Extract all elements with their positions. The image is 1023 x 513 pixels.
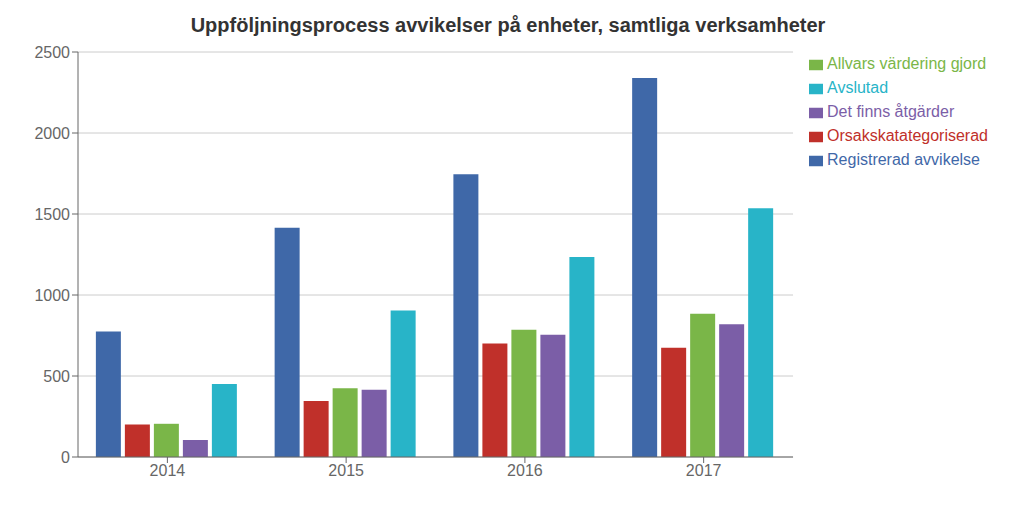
html-text:Orsakskatategoriserad: Orsakskatategoriserad — [827, 127, 988, 144]
svg-text:500: 500 — [43, 368, 70, 385]
svg-text:2016: 2016 — [507, 462, 543, 479]
svg-text:0: 0 — [61, 449, 70, 466]
svg-text:2015: 2015 — [328, 462, 364, 479]
svg-text:2500: 2500 — [34, 44, 70, 61]
html-text:Avslutad: Avslutad — [827, 79, 889, 96]
html-text:Det finns åtgärder: Det finns åtgärder — [827, 103, 955, 120]
html-text:Registrerad avvikelse: Registrerad avvikelse — [827, 151, 980, 168]
html-text:Allvars värdering gjord: Allvars värdering gjord — [827, 55, 987, 72]
svg-text:2000: 2000 — [34, 125, 70, 142]
html-text:Uppföljningsprocess avvikelser: Uppföljningsprocess avvikelser på enhete… — [190, 14, 826, 36]
svg-text:2017: 2017 — [686, 462, 722, 479]
svg-text:1000: 1000 — [34, 287, 70, 304]
svg-text:1500: 1500 — [34, 206, 70, 223]
svg-text:2014: 2014 — [150, 462, 186, 479]
